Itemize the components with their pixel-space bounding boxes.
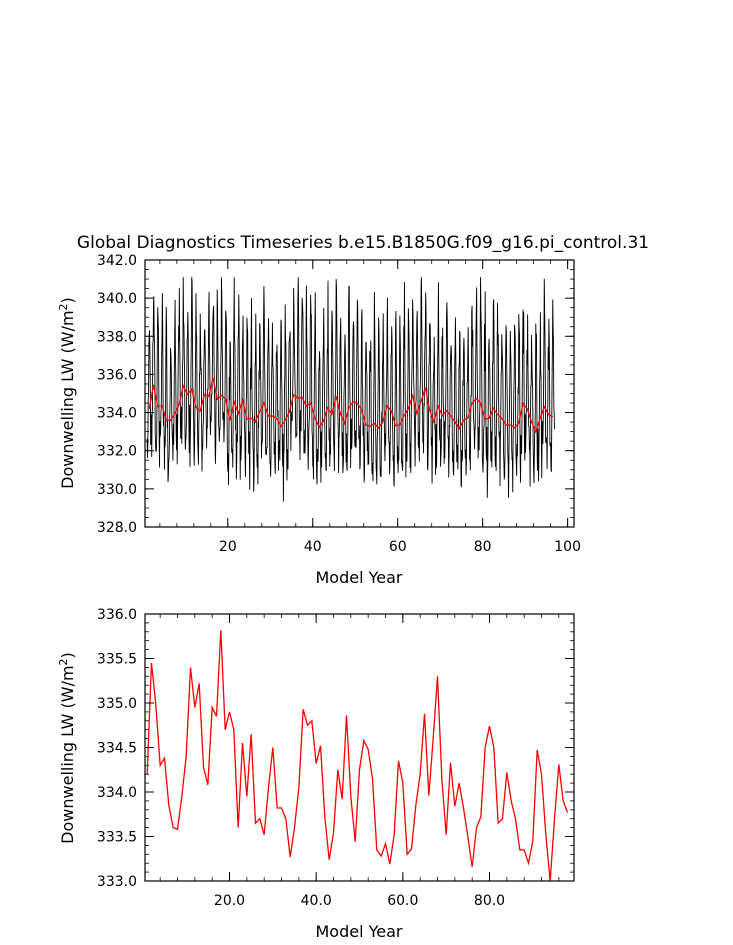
- x-tick-label: 80: [474, 539, 492, 555]
- y-tick-label: 330.0: [97, 482, 137, 498]
- y-tick-label: 336.0: [97, 367, 137, 383]
- y-tick-label: 333.0: [97, 874, 137, 890]
- y-axis-label: Downwelling LW (W/m2): [57, 297, 77, 489]
- x-tick-label: 20.0: [214, 893, 245, 909]
- y-tick-label: 340.0: [97, 291, 137, 307]
- y-tick-label: 334.0: [97, 406, 137, 422]
- axis-ticks: [145, 259, 574, 528]
- y-tick-label: 332.0: [97, 444, 137, 460]
- x-tick-labels: 20.0 40.0 60.0 80.0: [214, 893, 505, 909]
- bottom-plot: 333.0 333.5 334.0 334.5 335.0 335.5 336.0 20.0…: [57, 607, 575, 941]
- x-tick-label: 60: [389, 539, 407, 555]
- x-axis-label: Model Year: [316, 568, 403, 587]
- y-tick-label: 333.5: [97, 830, 137, 846]
- annual-mean-series: [148, 377, 554, 434]
- y-tick-labels: 328.0 330.0 332.0 334.0 336.0 338.0 340.0 342.0: [97, 253, 137, 536]
- annual-mean-line: [146, 629, 569, 882]
- y-tick-label: 338.0: [97, 329, 137, 345]
- x-tick-label: 60.0: [387, 893, 418, 909]
- x-tick-label: 100: [554, 539, 581, 555]
- x-tick-label: 40.0: [301, 893, 332, 909]
- y-tick-label: 336.0: [97, 607, 137, 623]
- x-axis-label: Model Year: [316, 922, 403, 941]
- x-tick-label: 40: [304, 539, 322, 555]
- x-tick-label: 20: [219, 539, 237, 555]
- y-tick-label: 342.0: [97, 253, 137, 269]
- top-plot: 328.0 330.0 332.0 334.0 336.0 338.0 340.0 342.0…: [57, 253, 581, 587]
- y-tick-label: 335.5: [97, 652, 137, 668]
- monthly-line: [146, 277, 555, 502]
- y-axis-label: Downwelling LW (W/m2): [57, 652, 77, 844]
- x-tick-labels: 20 40 60 80 100: [219, 539, 581, 555]
- y-tick-label: 328.0: [97, 520, 137, 536]
- axis-ticks: [145, 613, 574, 882]
- x-tick-label: 80.0: [474, 893, 505, 909]
- annual-mean-line: [148, 377, 554, 434]
- y-tick-labels: 333.0 333.5 334.0 334.5 335.0 335.5 336.0: [97, 607, 137, 890]
- y-tick-label: 334.0: [97, 785, 137, 801]
- chart-title: Global Diagnostics Timeseries b.e15.B185…: [77, 233, 649, 253]
- annual-mean-series: [146, 629, 569, 882]
- monthly-series: [146, 277, 555, 502]
- y-tick-label: 335.0: [97, 696, 137, 712]
- y-tick-label: 334.5: [97, 741, 137, 757]
